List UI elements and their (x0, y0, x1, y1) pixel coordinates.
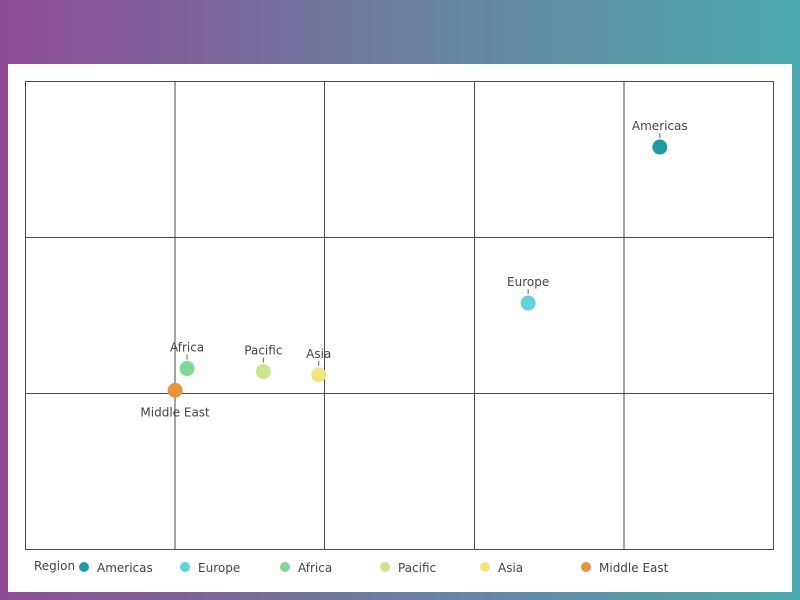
scatter-chart: Americas Europe Africa Pacific Asia Middle Ea… (25, 81, 774, 575)
data-point[interactable] (520, 295, 536, 311)
data-point[interactable] (652, 139, 668, 155)
legend-swatch (581, 562, 591, 572)
point-labels: Americas Europe Africa Pacific Asia Middle Ea… (140, 119, 687, 419)
legend-swatch (480, 562, 490, 572)
legend-title: Region (34, 559, 75, 573)
legend-entry[interactable]: Europe (198, 561, 240, 575)
legend-entry[interactable]: Middle East (599, 561, 669, 575)
data-point[interactable] (311, 367, 327, 383)
data-point[interactable] (179, 361, 195, 377)
legend-swatch (280, 562, 290, 572)
legend-swatch (180, 562, 190, 572)
point-label: Europe (507, 275, 549, 289)
point-label: Americas (632, 119, 688, 133)
legend-entry[interactable]: Pacific (398, 561, 436, 575)
data-point[interactable] (255, 364, 271, 380)
legend: Region Americas Europe Africa Pacific Asia Mi… (34, 559, 669, 575)
data-point[interactable] (167, 382, 183, 398)
plot-border (25, 81, 774, 550)
legend-swatch (79, 562, 89, 572)
point-label: Africa (170, 341, 204, 355)
point-label: Pacific (244, 344, 282, 358)
legend-entry[interactable]: Africa (298, 561, 332, 575)
point-label: Middle East (140, 405, 210, 419)
legend-entry[interactable]: Asia (498, 561, 523, 575)
point-label: Asia (306, 347, 331, 361)
data-points (167, 139, 668, 398)
grid (25, 81, 774, 550)
legend-entry[interactable]: Americas (97, 561, 153, 575)
legend-swatch (380, 562, 390, 572)
chart-panel: Americas Europe Africa Pacific Asia Middle Ea… (8, 64, 792, 592)
